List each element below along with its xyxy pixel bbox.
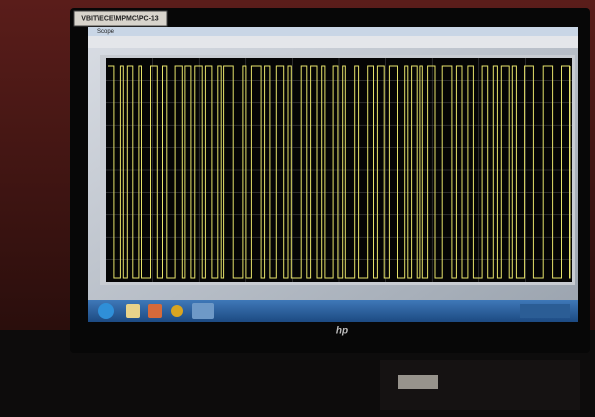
system-tray [520, 304, 570, 318]
toolbar [88, 36, 578, 48]
brand-logo: hp [336, 326, 348, 337]
taskbar-icon[interactable] [126, 304, 140, 318]
taskbar-icon[interactable] [171, 305, 183, 317]
taskbar-icon[interactable] [148, 304, 162, 318]
title-bar [88, 27, 578, 36]
photo: VBIT\ECE\MPMC\PC-13 Scope hp [0, 0, 595, 417]
cable-tag [398, 375, 438, 389]
taskbar-icon[interactable] [192, 303, 214, 319]
sticker-label: VBIT\ECE\MPMC\PC-13 [81, 15, 159, 22]
window-title: Scope [97, 29, 115, 35]
start-button[interactable] [98, 303, 114, 319]
